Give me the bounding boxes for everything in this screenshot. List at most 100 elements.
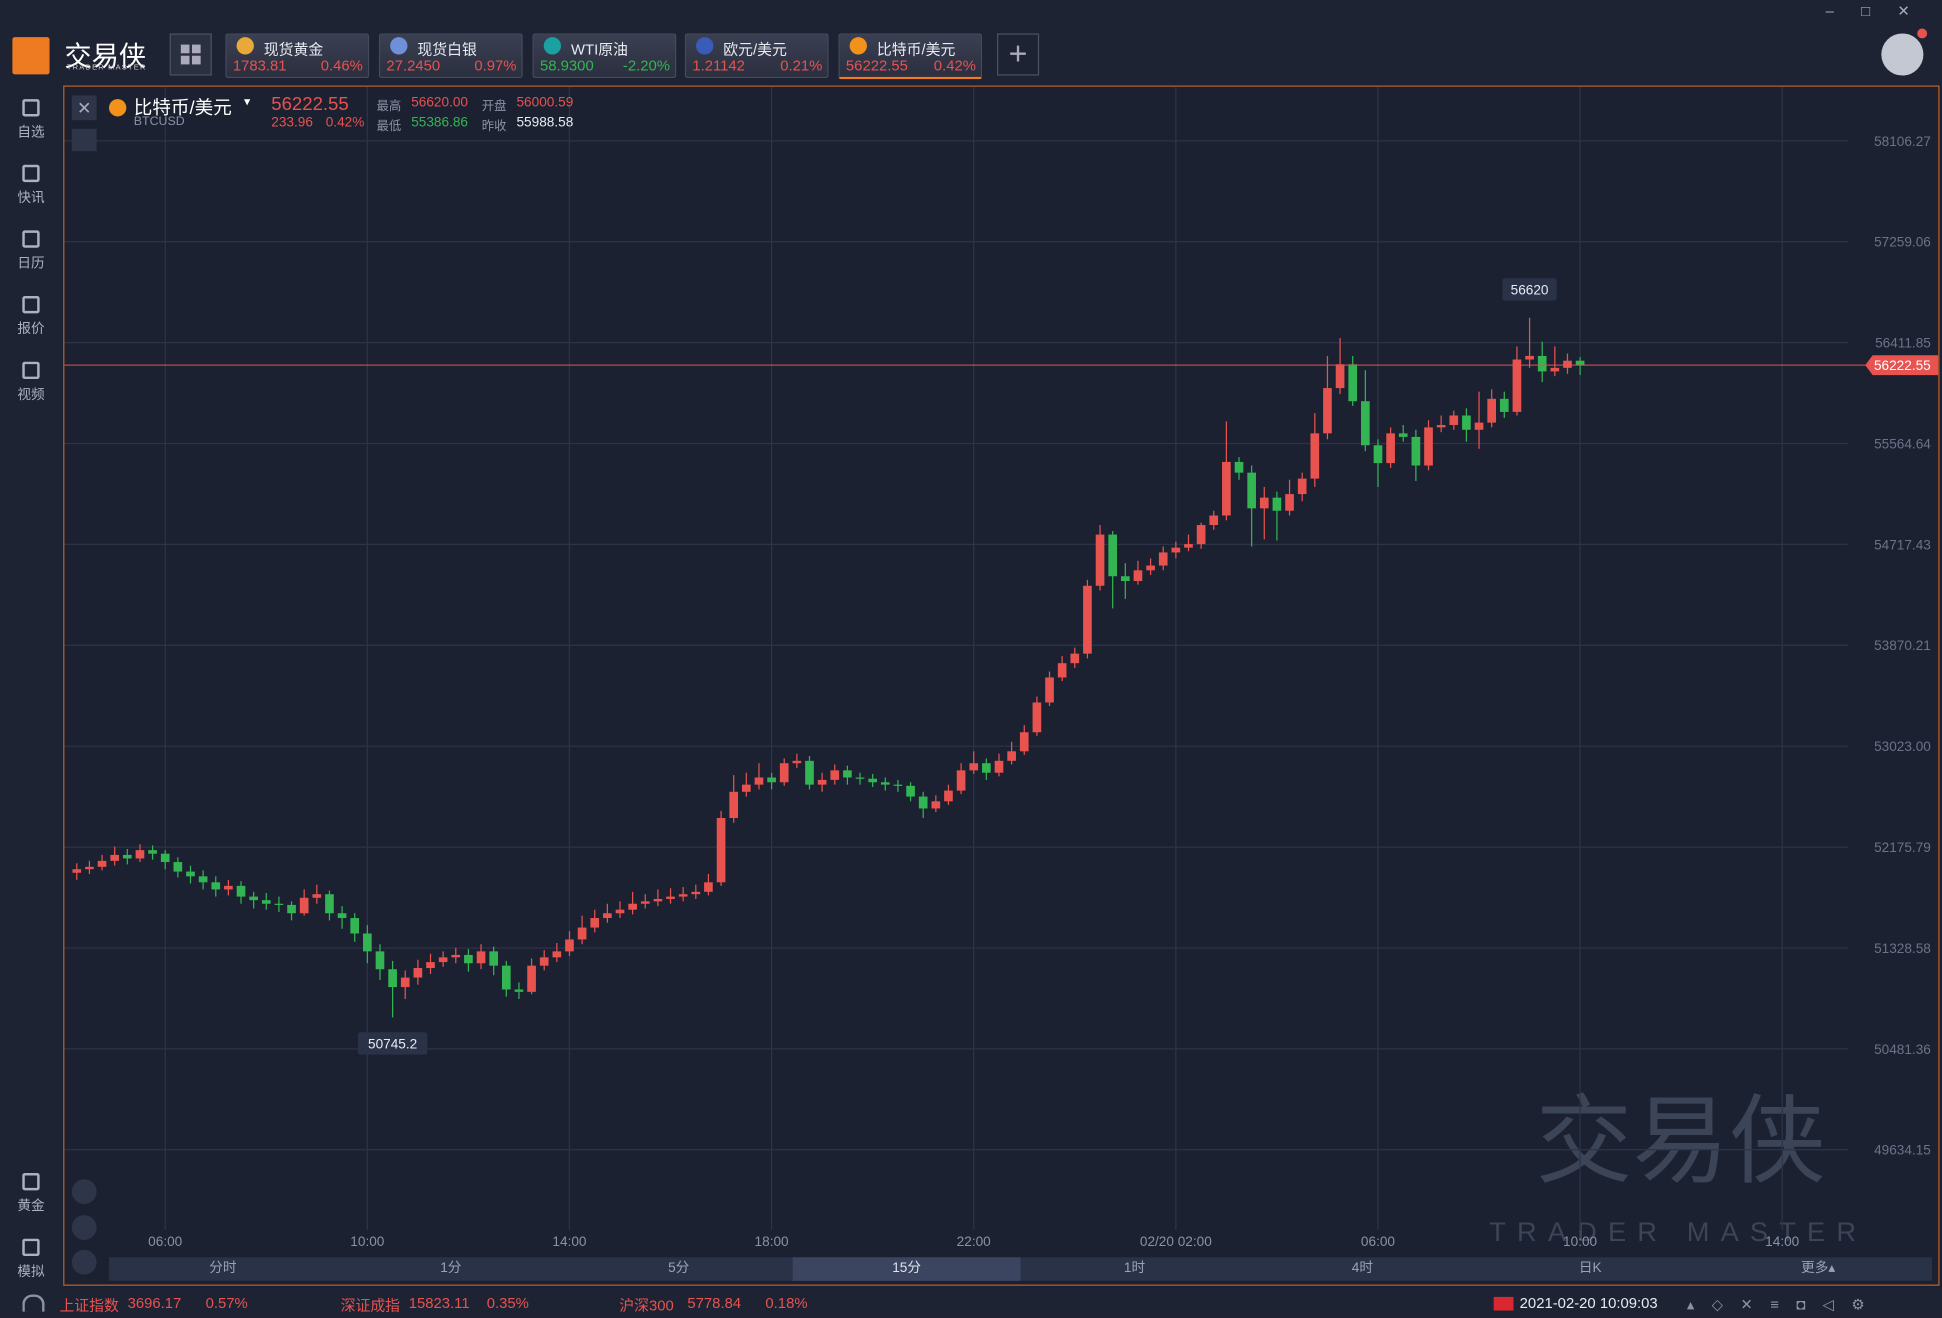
candle-body — [501, 965, 511, 990]
ticker-price: 56222.55 — [845, 56, 908, 75]
symbol-dropdown[interactable]: ▾ — [243, 95, 251, 110]
candle-body — [337, 913, 347, 919]
candle-body — [1335, 364, 1345, 389]
x-tick-label: 10:00 — [350, 1234, 384, 1249]
index-value: 5778.84 — [687, 1294, 742, 1312]
candle-body — [969, 763, 979, 771]
add-ticker[interactable]: + — [997, 33, 1040, 76]
layout-button[interactable] — [169, 33, 212, 76]
close-chart[interactable]: ✕ — [71, 95, 97, 121]
timeframe[interactable]: 更多▴ — [1801, 1260, 1836, 1276]
sidebar-label: 模拟 — [17, 1264, 45, 1280]
ticker[interactable]: 现货黄金 1783.81 0.46% — [225, 33, 370, 79]
support-icon[interactable] — [22, 1294, 45, 1312]
candle-body — [1007, 751, 1016, 761]
candle-body — [628, 903, 637, 910]
y-tick-label: 55564.64 — [1874, 436, 1931, 451]
sidebar-item[interactable]: 自选 — [0, 99, 62, 141]
candle-body — [906, 785, 915, 797]
candle-body — [1474, 422, 1484, 430]
ticker[interactable]: 现货白银 27.2450 0.97% — [378, 33, 523, 79]
candle-body — [603, 913, 612, 919]
timeframe[interactable]: 15分 — [792, 1257, 1021, 1281]
ticker-icon — [696, 37, 714, 55]
window-controls[interactable]: –□✕ — [1825, 2, 1938, 20]
ticker-icon — [543, 37, 562, 55]
candle-body — [299, 897, 309, 914]
candle-body — [1361, 401, 1370, 446]
candle-body — [704, 882, 713, 892]
x-tick-label: 14:00 — [552, 1234, 586, 1249]
candle-body — [1259, 497, 1269, 509]
y-tick-label: 53870.21 — [1874, 638, 1931, 653]
candle-body — [1120, 576, 1130, 582]
high-label: 最高 — [376, 100, 402, 114]
candle-body — [1310, 433, 1320, 479]
ticker[interactable]: 欧元/美元 1.21142 0.21% — [684, 33, 829, 79]
symbol-name[interactable]: 比特币/美元 — [133, 97, 232, 119]
avatar[interactable] — [1881, 33, 1924, 76]
candle-body — [792, 760, 802, 764]
index-value: 15823.11 — [408, 1294, 470, 1312]
candle-body — [640, 901, 650, 904]
timeframe[interactable]: 5分 — [668, 1260, 690, 1276]
ticker-icon — [390, 37, 408, 55]
candle-body — [413, 968, 423, 978]
candle-body — [577, 927, 587, 940]
x-tick-label: 22:00 — [957, 1234, 991, 1249]
timeframe[interactable]: 4时 — [1351, 1260, 1373, 1276]
timeframe[interactable]: 1时 — [1123, 1260, 1146, 1276]
candle-body — [1083, 585, 1092, 654]
tool-draw[interactable] — [71, 1215, 97, 1240]
candle-body — [1158, 552, 1168, 566]
watermark: 交易侠 — [1536, 1088, 1826, 1195]
ticker[interactable]: 比特币/美元 56222.55 0.42% — [838, 33, 983, 80]
sidebar-label: 视频 — [17, 387, 45, 403]
candle-body — [741, 784, 751, 792]
timeframe[interactable]: 分时 — [209, 1260, 237, 1276]
timeframe[interactable]: 日K — [1578, 1260, 1602, 1276]
candle-body — [312, 894, 322, 898]
candle-body — [1108, 534, 1118, 577]
candle-body — [97, 860, 107, 867]
candle-body — [1209, 515, 1219, 526]
candle-body — [1436, 425, 1446, 428]
sidebar-item[interactable]: 报价 — [0, 296, 62, 338]
sidebar-item[interactable]: 黄金 — [0, 1173, 62, 1215]
expand-chart[interactable] — [71, 128, 97, 152]
tool-indicator[interactable] — [71, 1179, 97, 1205]
candle-body — [893, 784, 903, 786]
candle-body — [325, 894, 334, 914]
low-value: 55386.86 — [411, 115, 469, 131]
sidebar-item[interactable]: 模拟 — [0, 1238, 62, 1281]
x-tick-label: 06:00 — [1361, 1234, 1395, 1249]
candle-body — [400, 977, 410, 988]
timeframe[interactable]: 1分 — [440, 1260, 462, 1276]
sidebar — [0, 84, 62, 1289]
candle-body — [122, 854, 132, 859]
sidebar-item[interactable]: 视频 — [0, 361, 62, 404]
low-label: 最低 — [376, 120, 402, 134]
y-tick-label: 50481.36 — [1874, 1042, 1931, 1057]
status-tools[interactable]: ▴◇✕≡◘◁⚙ — [1686, 1295, 1882, 1314]
ticker[interactable]: WTI原油 58.9300 -2.20% — [532, 33, 677, 79]
tool-analysis[interactable] — [71, 1249, 97, 1275]
candle-body — [274, 903, 284, 905]
x-tick-label: 14:00 — [1765, 1234, 1799, 1249]
sidebar-item[interactable]: 日历 — [0, 230, 62, 272]
candle-body — [830, 770, 840, 780]
candle-body — [1272, 497, 1282, 511]
sidebar-item[interactable]: 快讯 — [0, 164, 62, 207]
ticker-change: 0.46% — [320, 56, 363, 75]
candle-body — [135, 850, 145, 859]
candle-body — [729, 791, 739, 818]
ticker-name: 现货白银 — [417, 40, 477, 59]
candle-body — [767, 777, 776, 783]
ticker-name: 现货黄金 — [263, 40, 324, 59]
candle-body — [956, 770, 966, 791]
ticker-price: 1.21142 — [692, 56, 745, 75]
candle-body — [1348, 364, 1358, 402]
candle-body — [1247, 472, 1256, 509]
symbol-change-pct: 0.42% — [325, 115, 365, 131]
candle-body — [716, 817, 726, 883]
